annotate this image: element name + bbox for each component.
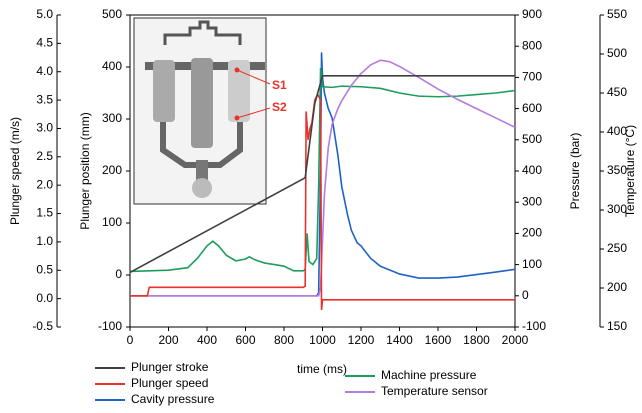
- y-tick-label: 100: [102, 215, 122, 229]
- y-tick-label: 150: [607, 319, 627, 333]
- y-tick-label: 500: [607, 46, 627, 60]
- y-tick-label: 550: [607, 7, 627, 21]
- x-tick-label: 1400: [386, 333, 413, 347]
- y-tick-label: 350: [607, 163, 627, 177]
- y-axis-title: Temperature (°C): [623, 125, 637, 217]
- x-tick-label: 0: [127, 333, 134, 347]
- y-tick-label: 250: [607, 241, 627, 255]
- y-tick-label: -100: [522, 319, 546, 333]
- legend-label: Plunger stroke: [131, 360, 209, 374]
- y-axis-title: Plunger speed (m/s): [8, 117, 22, 225]
- y-tick-label: 200: [102, 163, 122, 177]
- x-tick-label: 600: [235, 333, 255, 347]
- inset-runner: [163, 20, 242, 45]
- inset-cavity: [153, 60, 175, 122]
- y-tick-label: 500: [102, 7, 122, 21]
- x-tick-label: 1200: [348, 333, 375, 347]
- data-line: [129, 75, 515, 274]
- y-tick-label: 3.0: [36, 121, 53, 135]
- y-tick-label: -100: [98, 319, 122, 333]
- y-tick-label: 0.5: [36, 262, 53, 276]
- y-tick-label: 4.5: [36, 36, 53, 50]
- x-tick-label: 200: [158, 333, 178, 347]
- y-tick-label: 0: [115, 267, 122, 281]
- y-tick-label: 1.0: [36, 234, 53, 248]
- y-tick-label: -0.5: [32, 319, 53, 333]
- x-tick-label: 1000: [309, 333, 336, 347]
- x-tick-label: 1600: [425, 333, 452, 347]
- y-tick-label: 900: [522, 7, 542, 21]
- y-axis-title: Pressure (bar): [568, 133, 582, 210]
- y-tick-label: 400: [607, 124, 627, 138]
- x-axis-title: time (ms): [297, 362, 347, 376]
- sensor-leader: [236, 107, 271, 119]
- y-tick-label: 1.5: [36, 206, 53, 220]
- y-tick-label: 5.0: [36, 7, 53, 21]
- y-axis-title: Plunger position (mm): [78, 112, 92, 229]
- x-tick-label: 2000: [502, 333, 529, 347]
- y-tick-label: 700: [522, 70, 542, 84]
- y-tick-label: 3.5: [36, 92, 53, 106]
- y-tick-label: 100: [522, 257, 542, 271]
- legend-label: Plunger speed: [131, 376, 208, 390]
- inset-cavity: [191, 58, 213, 148]
- y-tick-label: 400: [102, 59, 122, 73]
- y-tick-label: 0.0: [36, 291, 53, 305]
- y-tick-label: 300: [607, 202, 627, 216]
- y-tick-label: 2.0: [36, 177, 53, 191]
- y-tick-label: 800: [522, 38, 542, 52]
- y-tick-label: 2.5: [36, 149, 53, 163]
- y-tick-label: 200: [522, 226, 542, 240]
- y-tick-label: 400: [522, 163, 542, 177]
- inset: S1 S2: [133, 17, 287, 205]
- y-tick-label: 500: [522, 132, 542, 146]
- y-tick-label: 600: [522, 101, 542, 115]
- sensor-label: S2: [272, 100, 287, 114]
- y-tick-label: 300: [522, 194, 542, 208]
- x-tick-label: 1800: [463, 333, 490, 347]
- legend-label: Machine pressure: [381, 368, 477, 382]
- y-tick-label: 450: [607, 85, 627, 99]
- data-line: [130, 59, 516, 297]
- y-tick-label: 0: [522, 288, 529, 302]
- data-line: [130, 92, 515, 311]
- legend-label: Temperature sensor: [381, 384, 488, 398]
- legend-label: Cavity pressure: [131, 392, 215, 406]
- y-tick-label: 300: [102, 111, 122, 125]
- x-tick-label: 400: [197, 333, 217, 347]
- x-tick-label: 800: [274, 333, 294, 347]
- y-tick-label: 200: [607, 280, 627, 294]
- sensor-leader: [236, 69, 271, 85]
- inset-cavity: [228, 60, 250, 122]
- sensor-label: S1: [272, 78, 287, 92]
- inset-biscuit: [192, 178, 212, 198]
- y-tick-label: 4.0: [36, 64, 53, 78]
